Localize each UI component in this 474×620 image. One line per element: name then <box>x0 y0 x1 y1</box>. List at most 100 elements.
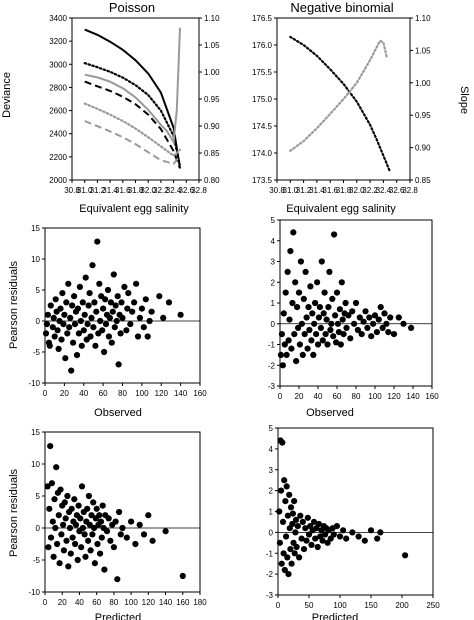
data-point <box>160 314 167 321</box>
plot-frame <box>44 227 201 384</box>
data-point <box>277 351 284 358</box>
data-point <box>354 326 361 334</box>
y-tick-label: 174.5 <box>252 122 273 131</box>
data-point <box>299 351 306 358</box>
data-point <box>47 443 54 450</box>
data-point <box>114 293 121 300</box>
data-point <box>304 514 311 521</box>
x-tick-label: 31.8 <box>128 186 144 195</box>
y-right-tick-label: 0.80 <box>204 176 220 185</box>
data-point <box>278 487 285 494</box>
x-tick-label: 120 <box>155 389 169 398</box>
data-point <box>74 556 81 564</box>
y-tick-label: -2 <box>268 361 276 370</box>
y-tick-label: 15 <box>31 428 40 437</box>
data-point <box>85 492 92 500</box>
data-point <box>301 331 308 338</box>
data-point <box>77 515 84 522</box>
data-point <box>308 541 315 549</box>
data-point <box>86 290 93 297</box>
x-tick-label: 32.8 <box>402 186 418 195</box>
data-point <box>142 296 149 303</box>
data-point <box>279 518 287 526</box>
y-right-tick-label: 0.95 <box>204 95 220 104</box>
data-point <box>59 290 66 297</box>
x-axis-label: Observed <box>94 407 142 419</box>
data-point <box>373 329 380 336</box>
y-tick-label: 174.0 <box>252 149 273 158</box>
x-tick-label: 60 <box>99 389 108 398</box>
data-point <box>292 516 300 524</box>
y-tick-label: 2000 <box>49 176 67 185</box>
x-tick-label: 60 <box>92 598 101 607</box>
x-tick-label: 100 <box>124 598 138 607</box>
data-point <box>57 486 64 493</box>
series-line-1 <box>84 28 181 169</box>
x-tick-label: 120 <box>387 392 401 401</box>
data-point <box>340 527 347 534</box>
data-point <box>322 531 329 538</box>
x-axis-label: Equivalent egg salinity <box>79 203 189 215</box>
data-point <box>79 524 86 532</box>
data-point <box>289 510 296 517</box>
data-point <box>50 314 57 321</box>
data-point <box>97 550 104 557</box>
data-point <box>156 293 163 300</box>
data-point <box>63 299 70 306</box>
data-point <box>333 523 340 530</box>
y-tick-label: 4 <box>271 237 276 246</box>
plot-area: 0 20 40 60 80 100 120 140 160 180 -10 -5 0 5 10 15 <box>28 428 207 607</box>
data-point <box>281 477 288 484</box>
x-tick-label: 80 <box>109 598 118 607</box>
data-point <box>48 480 56 487</box>
data-point <box>102 321 110 328</box>
data-point <box>324 341 331 348</box>
data-point <box>42 330 50 337</box>
data-point <box>84 505 91 512</box>
y-axis-label-right: Slope <box>458 86 470 114</box>
data-point <box>289 520 296 528</box>
x-tick-label: 160 <box>193 389 207 398</box>
data-point <box>88 314 95 321</box>
data-point <box>303 314 310 321</box>
data-point <box>64 330 71 337</box>
data-point <box>333 289 341 296</box>
x-tick-label: 30.8 <box>269 186 285 195</box>
data-point <box>285 571 292 578</box>
data-point <box>93 505 100 512</box>
data-point <box>296 554 303 561</box>
data-point <box>75 502 82 509</box>
data-point <box>284 268 291 275</box>
data-point <box>82 274 89 281</box>
data-point <box>105 333 112 340</box>
data-point <box>78 544 85 551</box>
y-tick-label: -5 <box>33 348 41 357</box>
data-point <box>78 483 86 490</box>
data-point <box>71 321 79 328</box>
data-point <box>46 342 53 349</box>
data-point <box>61 499 68 506</box>
data-point <box>44 483 51 490</box>
data-point <box>86 521 93 528</box>
x-tick-label: 32.0 <box>349 186 365 195</box>
data-point <box>293 358 300 365</box>
x-tick-label: 40 <box>75 598 84 607</box>
x-tick-label: 32.2 <box>362 186 378 195</box>
data-point <box>140 531 148 538</box>
data-point <box>94 238 101 245</box>
plot-frame <box>277 427 434 596</box>
y-tick-label: -10 <box>28 379 40 388</box>
data-point <box>377 304 384 311</box>
data-point <box>123 534 130 541</box>
y-tick-label: 1 <box>269 508 274 517</box>
y-tick-label: 5 <box>271 216 276 225</box>
data-point <box>400 320 407 327</box>
data-point <box>97 317 104 325</box>
data-point <box>286 491 293 498</box>
y-tick-label: 2800 <box>49 83 67 92</box>
data-point <box>45 544 52 551</box>
x-tick-label: 100 <box>333 601 347 610</box>
data-point <box>313 331 320 338</box>
data-point <box>177 311 184 318</box>
x-tick-label: 0 <box>278 392 283 401</box>
